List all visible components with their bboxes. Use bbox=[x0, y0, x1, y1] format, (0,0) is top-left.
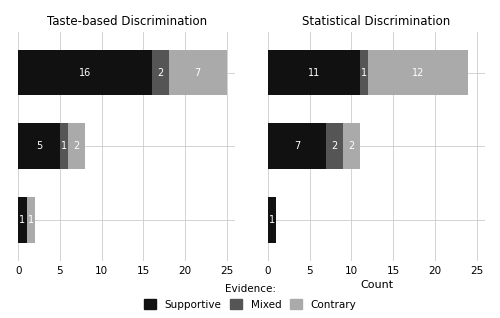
Bar bbox=[18, 197, 26, 243]
Text: 12: 12 bbox=[412, 67, 424, 78]
Bar bbox=[168, 50, 227, 95]
Legend: Supportive, Mixed, Contrary: Supportive, Mixed, Contrary bbox=[140, 281, 360, 313]
Bar bbox=[68, 123, 85, 169]
Text: 16: 16 bbox=[79, 67, 91, 78]
Title: Taste-based Discrimination: Taste-based Discrimination bbox=[46, 15, 207, 28]
Bar bbox=[60, 123, 68, 169]
Title: Statistical Discrimination: Statistical Discrimination bbox=[302, 15, 450, 28]
Bar bbox=[326, 123, 343, 169]
X-axis label: Count: Count bbox=[360, 280, 393, 290]
Text: 1: 1 bbox=[269, 215, 275, 225]
Text: 7: 7 bbox=[194, 67, 201, 78]
Text: 1: 1 bbox=[361, 67, 367, 78]
Text: 2: 2 bbox=[348, 142, 354, 151]
Bar bbox=[18, 123, 60, 169]
Bar bbox=[268, 197, 276, 243]
Text: 2: 2 bbox=[74, 142, 80, 151]
Bar bbox=[360, 50, 368, 95]
Bar bbox=[26, 197, 35, 243]
Bar bbox=[268, 123, 326, 169]
Text: 2: 2 bbox=[332, 142, 338, 151]
Text: 1: 1 bbox=[20, 215, 26, 225]
Text: 2: 2 bbox=[157, 67, 164, 78]
Text: 1: 1 bbox=[61, 142, 67, 151]
Bar bbox=[152, 50, 168, 95]
Text: 1: 1 bbox=[28, 215, 34, 225]
Bar bbox=[18, 50, 152, 95]
Bar bbox=[343, 123, 360, 169]
Text: 5: 5 bbox=[36, 142, 42, 151]
Text: 7: 7 bbox=[294, 142, 300, 151]
Bar bbox=[368, 50, 468, 95]
Bar bbox=[268, 50, 360, 95]
Text: 11: 11 bbox=[308, 67, 320, 78]
